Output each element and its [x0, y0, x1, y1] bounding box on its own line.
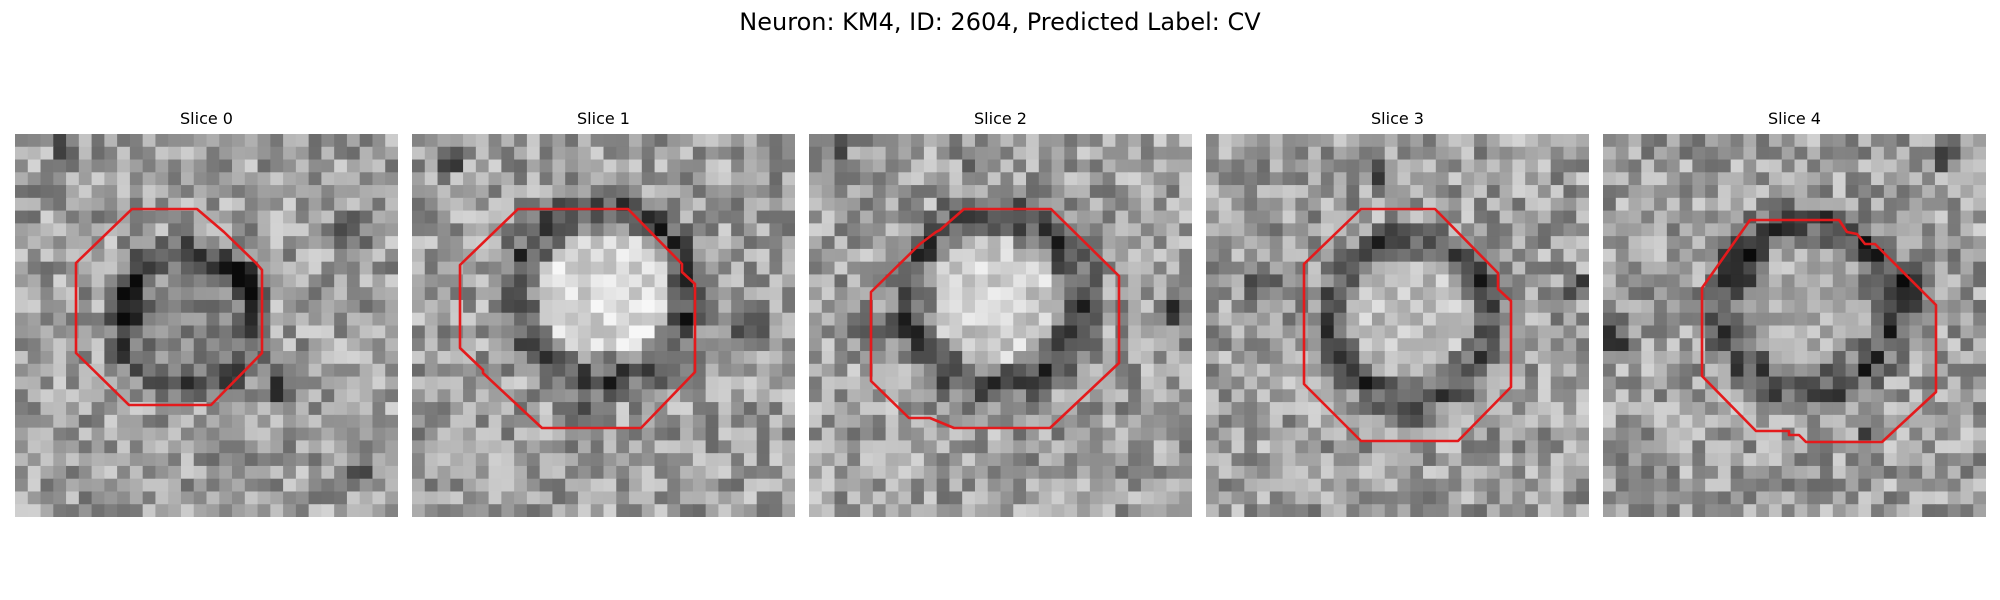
slice-title: Slice 0 [180, 109, 233, 128]
slice-image [412, 134, 795, 517]
slice-title: Slice 2 [974, 109, 1027, 128]
slice-title: Slice 3 [1371, 109, 1424, 128]
figure-title: Neuron: KM4, ID: 2604, Predicted Label: … [739, 8, 1261, 36]
slice-panel-3: Slice 3 [1206, 108, 1589, 518]
slice-title: Slice 1 [577, 109, 630, 128]
slice-panel-2: Slice 2 [809, 108, 1192, 518]
slice-panel-4: Slice 4 [1603, 108, 1986, 518]
slice-image [1206, 134, 1589, 517]
slice-title: Slice 4 [1768, 109, 1821, 128]
slice-image [15, 134, 398, 517]
slice-panel-0: Slice 0 [15, 108, 398, 518]
slice-image [1603, 134, 1986, 517]
slice-panel-1: Slice 1 [412, 108, 795, 518]
slice-image [809, 134, 1192, 517]
